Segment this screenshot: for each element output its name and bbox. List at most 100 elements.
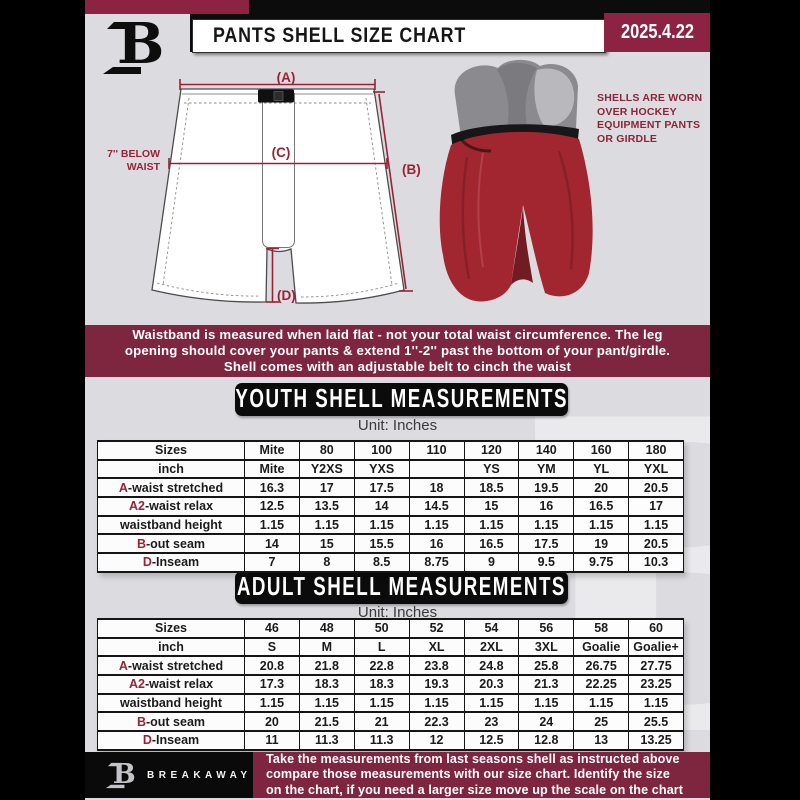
size-cell: 13 [573,730,630,751]
size-cell: 24 [518,711,575,733]
label-c: (C) [272,145,291,160]
size-cell: 15.5 [353,533,410,555]
table-row: D-Inseam 7 8 8.5 8.75 9 9.5 9.75 10.3 [97,552,684,573]
measure-c-arrow [168,158,388,169]
pants-measurement-diagram: (A) (C) (B) (D) [95,58,445,325]
size-cell: 21.5 [298,711,355,733]
size-cell: 20 [244,711,300,733]
table-row: Sizes 46 48 50 52 54 56 58 60 [97,618,684,639]
size-cell: Y2XS [298,458,355,480]
size-cell: 20.5 [628,533,684,555]
size-cell: 180 [628,440,684,461]
size-cell: 21.8 [298,655,355,677]
row-label: A2-waist relax [97,496,245,517]
size-cell [408,458,465,480]
size-cell: 1.15 [628,514,684,536]
size-cell: 1.15 [244,514,300,536]
size-cell: XL [408,636,465,658]
table-row: A2-waist relax 17.3 18.3 18.3 19.3 20.3 21.3 22… [97,674,684,695]
label-a: (A) [277,70,296,85]
adult-heading-text: ADULT SHELL MEASUREMENTS [236,572,567,602]
size-cell: 58 [573,618,630,639]
size-cell: 20.8 [244,655,300,677]
size-cell: 7 [244,552,300,573]
table-row: Sizes Mite 80 100 110 120 140 160 180 [97,440,684,461]
size-cell: 18.3 [298,674,355,695]
youth-unit-label: Unit: Inches [357,417,438,434]
adult-section-heading: ADULT SHELL MEASUREMENTS [235,571,568,604]
size-cell: 12.5 [244,496,300,517]
size-cell: 1.15 [628,692,684,714]
size-cell: 8 [298,552,355,573]
size-cell: 1.15 [408,514,465,536]
row-label: B-out seam [97,533,245,555]
size-cell: 12.8 [518,730,575,751]
youth-section-heading: YOUTH SHELL MEASUREMENTS [235,383,568,416]
breakaway-footer-logo-icon: B [105,758,136,790]
size-cell: 16 [518,496,575,517]
size-cell: M [298,636,355,658]
size-cell: 50 [353,618,410,639]
footer-note-block: Take the measurements from last seasons … [253,752,710,798]
size-cell: 2XL [463,636,520,658]
size-cell: 25 [573,711,630,733]
shell-photo [437,55,609,325]
size-cell: 20.3 [463,674,520,695]
size-cell: 17.3 [244,674,300,695]
row-label: waistband height [97,514,245,536]
size-cell: 9 [463,552,520,573]
size-cell: 23 [463,711,520,733]
size-cell: 16 [408,533,465,555]
table-row: waistband height 1.15 1.15 1.15 1.15 1.15 1.15… [97,692,684,714]
size-cell: 48 [298,618,355,639]
row-label: A2-waist relax [97,674,245,695]
shell-caption: SHELLS ARE WORN OVER HOCKEY EQUIPMENT PA… [597,92,703,145]
size-cell: 46 [244,618,300,639]
table-row: A-waist stretched 16.3 17 17.5 18 18.5 19.5 20 2… [97,477,684,499]
size-cell: 16.5 [463,533,520,555]
size-cell: 8.75 [408,552,465,573]
size-cell: 9.5 [518,552,575,573]
size-cell: 22.3 [408,711,465,733]
youth-size-table: Sizes Mite 80 100 110 120 140 160 180 inch Mite Y2X… [97,440,684,573]
footer-note-text: Take the measurements from last seasons … [266,751,684,797]
size-cell: 52 [408,618,465,639]
row-label: B-out seam [97,711,245,733]
adult-unit-label: Unit: Inches [357,604,438,621]
size-cell: Mite [244,458,300,480]
size-cell: 26.75 [573,655,630,677]
size-cell: 1.15 [518,692,575,714]
size-cell: 27.75 [628,655,684,677]
size-cell: 22.25 [573,674,630,695]
document-page: B B PANTS SHELL SIZE CHART 2025.4.22 [85,0,710,800]
youth-heading-text: YOUTH SHELL MEASUREMENTS [235,384,568,414]
row-label: waistband height [97,692,245,714]
size-cell: 23.25 [628,674,684,695]
table-row: A-waist stretched 20.8 21.8 22.8 23.8 24.8 25.… [97,655,684,677]
size-cell: 100 [353,440,410,461]
size-cell: Goalie+ [628,636,684,658]
size-cell: L [353,636,410,658]
size-cell: 160 [573,440,630,461]
brand-name: BREAKAWAY [147,769,252,781]
table-row: inch Mite Y2XS YXS YS YM YL YXL [97,458,684,480]
size-cell: 21 [353,711,410,733]
size-cell: YL [573,458,630,480]
footer-brand-block: B BREAKAWAY [85,752,253,798]
table-row: D-Inseam 11 11.3 11.3 12 12.5 12.8 13 13.25 [97,730,684,751]
size-cell: 20 [573,477,630,499]
size-cell: 1.15 [298,692,355,714]
size-cell: 17 [298,477,355,499]
size-cell: 17 [628,496,684,517]
measurement-notice-banner: Waistband is measured when laid flat - n… [85,325,710,377]
table-row: B-out seam 14 15 15.5 16 16.5 17.5 19 20.5 [97,533,684,555]
size-cell: 15 [298,533,355,555]
row-label: Sizes [97,618,245,639]
size-cell: 1.15 [573,514,630,536]
measure-b-arrow [373,91,413,292]
table-row: inch S M L XL 2XL 3XL Goalie Goalie+ [97,636,684,658]
table-row: B-out seam 20 21.5 21 22.3 23 24 25 25.5 [97,711,684,733]
size-cell: 15 [463,496,520,517]
size-cell: 1.15 [298,514,355,536]
